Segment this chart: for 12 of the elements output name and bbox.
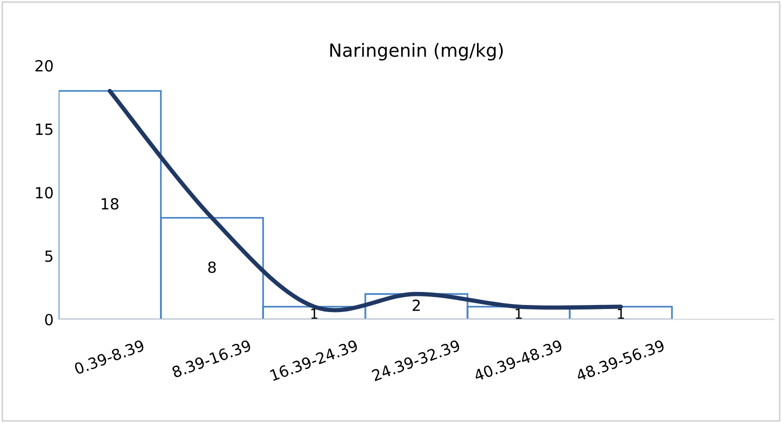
y-tick-label: 5	[45, 250, 52, 262]
y-tick-label: 10	[36, 186, 53, 198]
chart-title: Naringenin (mg/kg)	[330, 43, 503, 60]
data-label: 1	[311, 308, 318, 319]
y-tick-label: 20	[35, 60, 53, 72]
data-label: 2	[412, 300, 420, 311]
y-tick-label: 15	[36, 124, 52, 136]
data-label: 1	[618, 308, 624, 319]
data-label: 18	[102, 198, 118, 210]
y-tick-label: 0	[45, 314, 53, 326]
data-label: 8	[208, 261, 216, 274]
data-label: 1	[516, 308, 522, 319]
